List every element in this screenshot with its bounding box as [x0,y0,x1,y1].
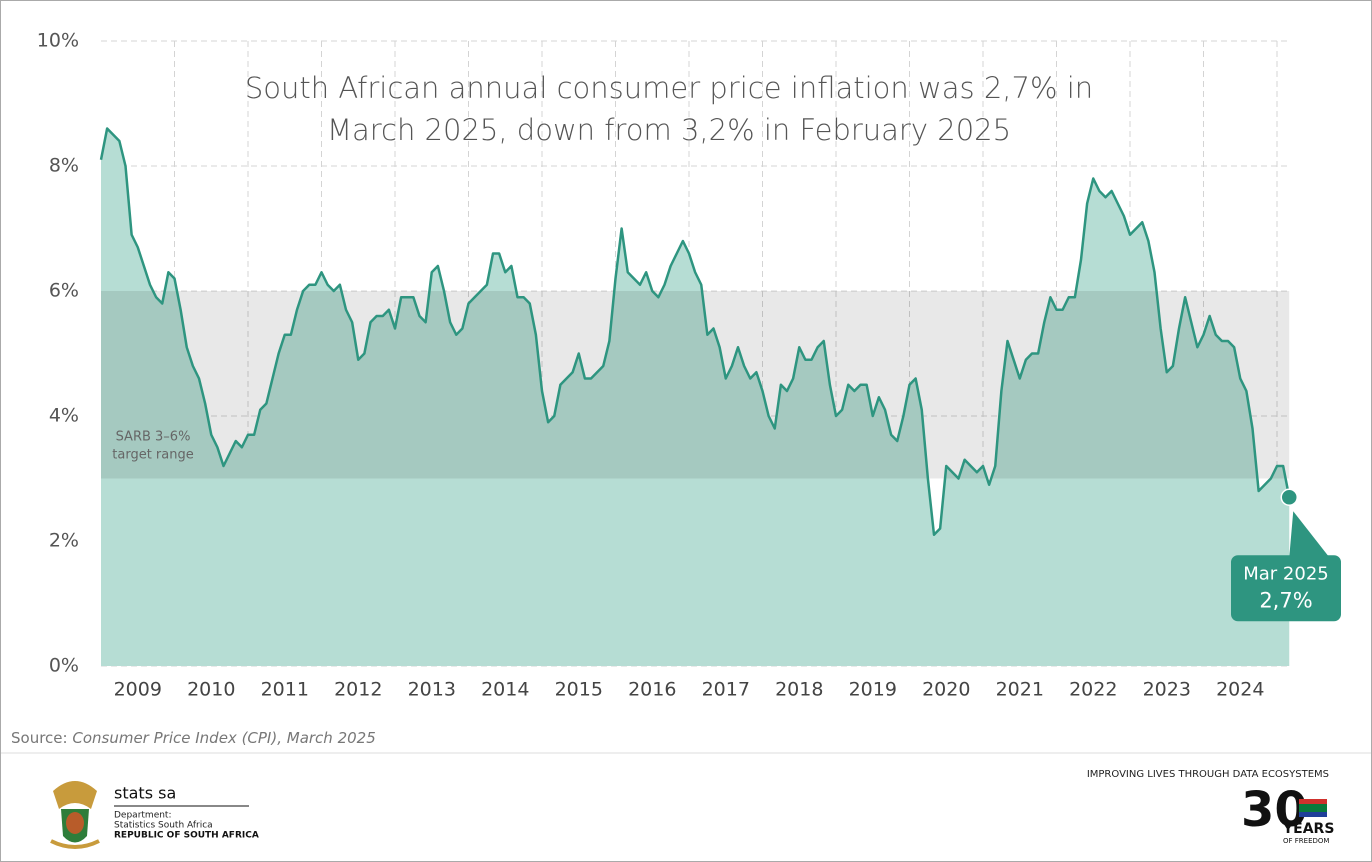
callout-value: 2,7% [1259,588,1312,612]
source: Source: Consumer Price Index (CPI), Marc… [11,729,376,747]
slogan: IMPROVING LIVES THROUGH DATA ECOSYSTEMS [1087,769,1329,780]
anniversary-sub: OF FREEDOM [1283,837,1329,845]
target-range-label: target range [112,448,193,463]
callout-box [1231,555,1341,622]
x-tick-label: 2012 [334,679,382,701]
line [99,127,1291,536]
source-prefix: Source: [11,729,68,747]
flag-blue [1299,812,1327,817]
source-text: Consumer Price Index (CPI), March 2025 [72,729,376,747]
x-tick-label: 2015 [555,679,603,701]
x-tick-label: 2017 [702,679,750,701]
anniversary-number: 30 [1241,782,1308,838]
y-tick-label: 10% [37,30,79,52]
x-tick-label: 2016 [628,679,676,701]
department-name: Statistics South Africa [114,821,213,831]
coat-of-arms [50,781,100,849]
x-tick-label: 2024 [1216,679,1264,701]
x-tick-label: 2009 [114,679,162,701]
flag-red [1299,799,1327,804]
y-tick-label: 6% [49,280,79,302]
x-tick-label: 2019 [849,679,897,701]
callout-pointer [1289,511,1330,558]
x-tick-label: 2010 [187,679,235,701]
x-tick-label: 2021 [996,679,1044,701]
x-tick-label: 2018 [775,679,823,701]
y-tick-label: 2% [49,530,79,552]
area [101,128,1290,666]
y-tick-label: 0% [49,655,79,677]
x-tick-label: 2013 [408,679,456,701]
department: Department: [114,811,172,821]
country: REPUBLIC OF SOUTH AFRICA [114,831,259,841]
last-point [1280,488,1298,506]
x-tick-label: 2014 [481,679,529,701]
y-tick-label: 4% [49,405,79,427]
x-tick-label: 2011 [261,679,309,701]
y-tick-label: 8% [49,155,79,177]
org-name: stats sa [114,784,176,803]
target-range-label: SARB 3–6% [116,430,191,445]
target-range [101,291,1290,479]
callout-date: Mar 2025 [1243,563,1329,584]
chart-title: South African annual consumer price infl… [244,71,1094,147]
x-tick-label: 2023 [1143,679,1191,701]
anniversary-word: YEARS [1282,821,1334,837]
x-tick-label: 2020 [922,679,970,701]
x-tick-label: 2022 [1069,679,1117,701]
